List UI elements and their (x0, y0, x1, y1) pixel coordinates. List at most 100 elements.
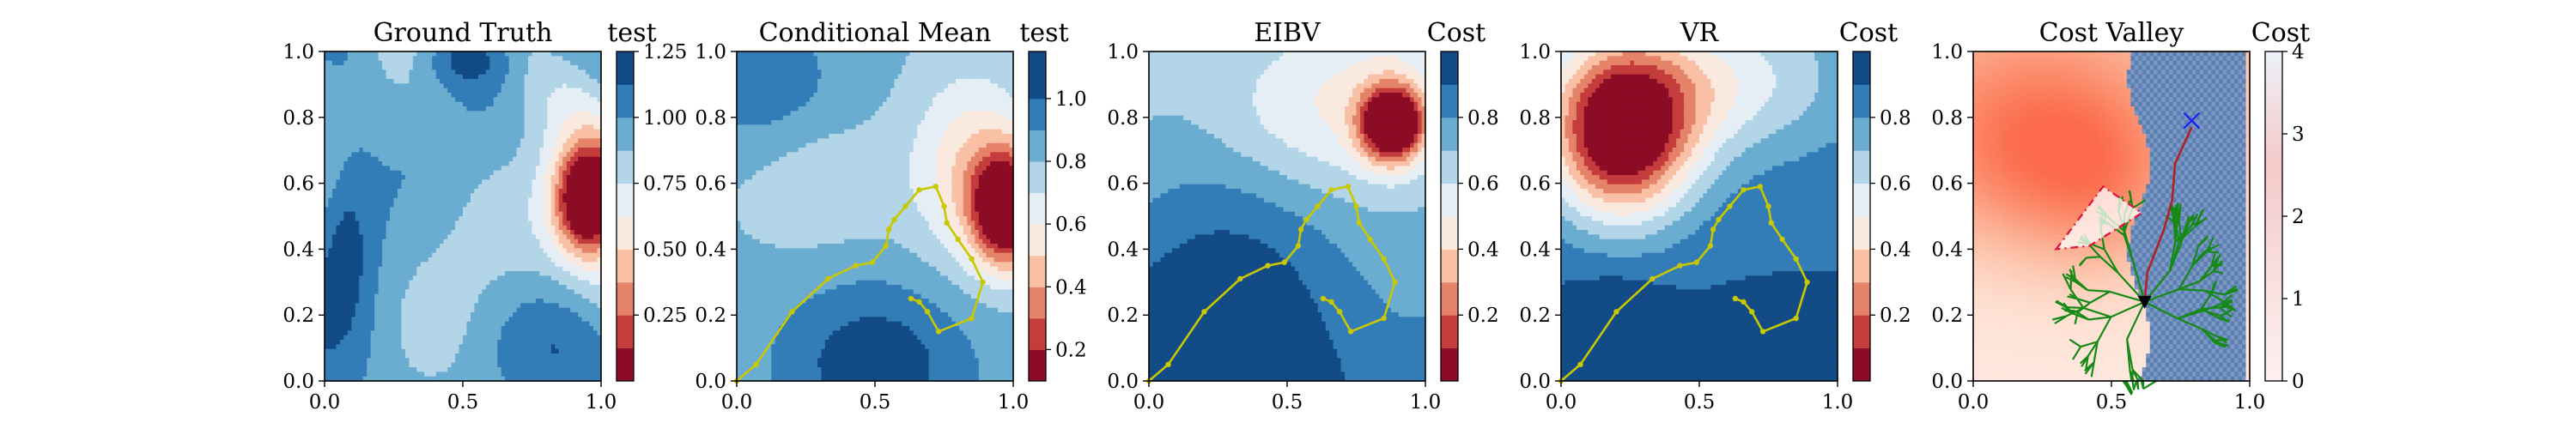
heatmap-cell (532, 124, 537, 130)
heatmap-cell (404, 221, 410, 227)
heatmap-cell (493, 83, 498, 89)
heatmap-cell (516, 367, 521, 372)
heatmap-cell (524, 170, 529, 176)
heatmap-cell (447, 156, 453, 162)
heatmap-cell (586, 101, 591, 107)
heatmap-cell (416, 289, 422, 295)
heatmap-cell (370, 326, 375, 331)
heatmap-cell (386, 216, 391, 221)
heatmap-cell (513, 152, 518, 158)
heatmap-cell (325, 353, 330, 359)
heatmap-cell (382, 275, 387, 281)
heatmap-cell (566, 101, 571, 107)
heatmap-cell (550, 353, 556, 359)
heatmap-cell (440, 51, 445, 57)
heatmap-cell (401, 115, 406, 121)
heatmap-cell (432, 170, 437, 176)
heatmap-cell (409, 97, 414, 103)
heatmap-cell (339, 69, 344, 76)
heatmap-cell (566, 358, 571, 364)
heatmap-cell (528, 248, 533, 254)
heatmap-cell (424, 340, 429, 345)
heatmap-cell (578, 148, 583, 153)
heatmap-cell (532, 289, 537, 295)
heatmap-cell (382, 221, 387, 227)
heatmap-cell (355, 79, 360, 84)
heatmap-cell (470, 124, 476, 130)
heatmap-cell (386, 234, 391, 240)
heatmap-cell (382, 257, 387, 263)
heatmap-cell (466, 161, 471, 166)
heatmap-cell (501, 321, 506, 327)
heatmap-cell (463, 207, 468, 213)
heatmap-cell (362, 358, 368, 364)
heatmap-cell (489, 166, 495, 172)
heatmap-cell (359, 257, 364, 263)
heatmap-cell (505, 115, 510, 121)
heatmap-cell (343, 148, 349, 153)
heatmap-cell (432, 335, 437, 341)
heatmap-cell (362, 234, 368, 240)
heatmap-cell (547, 293, 552, 299)
heatmap-cell (513, 303, 518, 309)
heatmap-cell (513, 161, 518, 166)
heatmap-cell (524, 326, 529, 331)
heatmap-cell (378, 225, 383, 231)
heatmap-cell (493, 280, 498, 286)
heatmap-cell (424, 230, 429, 235)
heatmap-cell (501, 303, 506, 309)
heatmap-cell (482, 317, 487, 323)
heatmap-cell (562, 216, 568, 221)
heatmap-cell (331, 280, 337, 286)
heatmap-cell (386, 293, 391, 299)
heatmap-cell (443, 189, 448, 194)
heatmap-cell (550, 152, 556, 158)
heatmap-cell (474, 197, 479, 203)
heatmap-cell (447, 299, 453, 304)
heatmap-cell (586, 189, 591, 194)
heatmap-cell (497, 197, 502, 203)
heatmap-cell (374, 335, 380, 341)
heatmap-cell (493, 244, 498, 249)
heatmap-cell (550, 335, 556, 341)
heatmap-cell (547, 330, 552, 336)
heatmap-cell (501, 166, 506, 172)
heatmap-cell (455, 148, 460, 153)
heatmap-cell (477, 74, 483, 80)
heatmap-cell (555, 189, 560, 194)
heatmap-cell (390, 161, 395, 166)
heatmap-cell (374, 321, 380, 327)
heatmap-cell (489, 362, 495, 368)
heatmap-cell (501, 252, 506, 258)
heatmap-cell (328, 230, 333, 235)
heatmap-cell (586, 124, 591, 130)
heatmap-cell (477, 184, 483, 190)
heatmap-cell (543, 275, 548, 281)
heatmap-cell (443, 170, 448, 176)
heatmap-cell (524, 216, 529, 221)
heatmap-cell (336, 51, 341, 57)
heatmap-cell (482, 65, 487, 70)
heatmap-cell (459, 65, 464, 70)
heatmap-cell (513, 367, 518, 372)
heatmap-cell (463, 221, 468, 227)
heatmap-cell (466, 293, 471, 299)
heatmap-cell (424, 248, 429, 254)
heatmap-cell (440, 321, 445, 327)
heatmap-cell (513, 79, 518, 84)
heatmap-cell (355, 83, 360, 89)
heatmap-cell (520, 367, 526, 372)
heatmap-cell (528, 134, 533, 139)
heatmap-cell (550, 69, 556, 76)
heatmap-cell (336, 299, 341, 304)
heatmap-cell (501, 271, 506, 276)
heatmap-cell (543, 170, 548, 176)
heatmap-cell (574, 271, 579, 276)
heatmap-cell (331, 138, 337, 144)
heatmap-cell (485, 262, 490, 268)
heatmap-cell (378, 362, 383, 368)
heatmap-cell (347, 293, 352, 299)
heatmap-cell (440, 262, 445, 268)
heatmap-cell (555, 271, 560, 276)
heatmap-cell (581, 175, 586, 180)
